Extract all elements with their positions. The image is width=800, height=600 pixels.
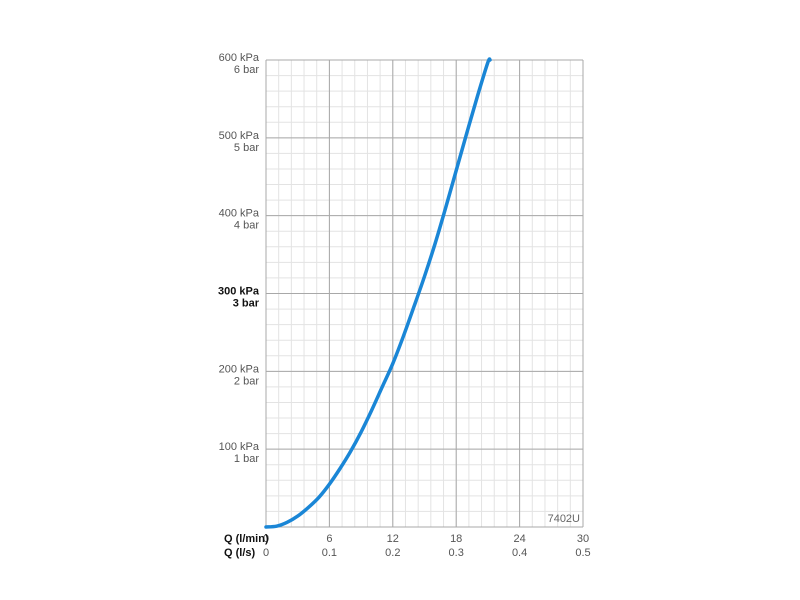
x-tick-label-primary: 30 — [577, 533, 589, 545]
x-tick-label-primary: 24 — [513, 533, 525, 545]
y-tick-label-bar: 4 bar — [234, 220, 259, 232]
x-axis-name-secondary: Q (l/s) — [224, 547, 256, 559]
x-axis-tick-labels: 0 6 12 18 24 30 0 0.1 0.2 0.3 0.4 0.5 — [263, 533, 591, 559]
y-tick-label-kpa: 200 kPa — [219, 363, 260, 375]
y-tick-label-bar: 1 bar — [234, 453, 259, 465]
series-layer — [264, 57, 492, 529]
x-tick-label-secondary: 0.1 — [322, 547, 337, 559]
y-tick-label-kpa: 300 kPa — [218, 286, 260, 298]
x-tick-label-primary: 6 — [326, 533, 332, 545]
x-tick-label-secondary: 0.3 — [449, 547, 464, 559]
y-tick-label-bar: 3 bar — [233, 298, 260, 310]
y-tick-label-kpa: 400 kPa — [219, 208, 260, 220]
x-tick-label-secondary: 0 — [263, 547, 269, 559]
y-tick-label-kpa: 600 kPa — [219, 52, 260, 64]
x-tick-label-secondary: 0.4 — [512, 547, 527, 559]
major-grid — [265, 59, 584, 528]
y-tick-label-bar: 2 bar — [234, 375, 259, 387]
x-tick-label-secondary: 0.2 — [385, 547, 400, 559]
y-tick-label-kpa: 500 kPa — [219, 130, 260, 142]
y-tick-label-kpa: 100 kPa — [219, 441, 260, 453]
x-tick-label-secondary: 0.5 — [575, 547, 590, 559]
x-tick-label-primary: 18 — [450, 533, 462, 545]
chart-code-label: 7402U — [548, 513, 580, 525]
x-axis-name-primary: Q (l/min) — [224, 533, 269, 545]
y-tick-label-bar: 6 bar — [234, 64, 259, 76]
x-tick-label-primary: 12 — [387, 533, 399, 545]
x-tick-label-primary: 0 — [263, 533, 269, 545]
series-line — [264, 57, 492, 529]
y-tick-label-bar: 5 bar — [234, 142, 259, 154]
